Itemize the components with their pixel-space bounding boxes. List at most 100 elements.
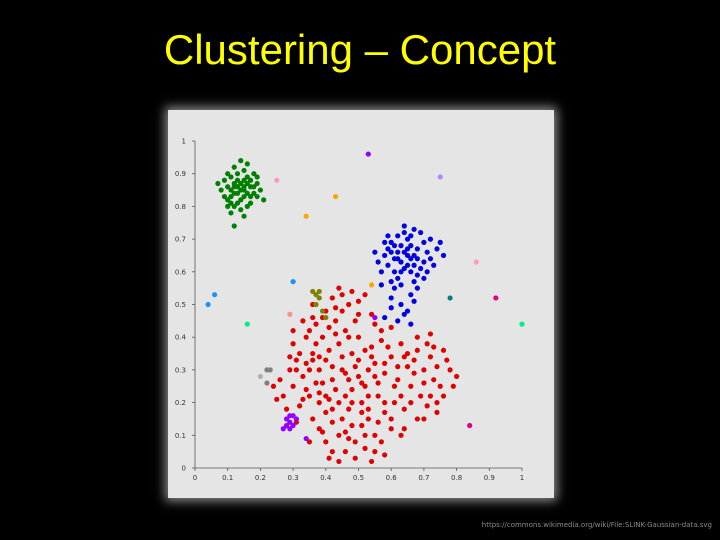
scatter-point [421, 367, 427, 373]
scatter-point [277, 377, 283, 383]
scatter-point [408, 256, 414, 262]
scatter-point [329, 406, 335, 412]
scatter-point [450, 383, 456, 389]
scatter-point [283, 422, 290, 429]
scatter-point [414, 256, 420, 262]
x-tick-label: 0.6 [386, 474, 398, 482]
scatter-point [434, 400, 440, 406]
scatter-point [473, 259, 479, 265]
y-tick-label: 0.7 [175, 236, 186, 244]
scatter-point [257, 187, 263, 193]
scatter-point [388, 239, 394, 245]
scatter-point [395, 233, 401, 239]
y-tick-label: 0.6 [175, 268, 187, 276]
scatter-point [225, 171, 231, 177]
scatter-point [326, 396, 332, 402]
scatter-point [349, 288, 355, 295]
scatter-point [287, 311, 293, 317]
y-tick-label: 0.1 [175, 432, 186, 440]
scatter-point [247, 177, 254, 183]
scatter-point [346, 334, 352, 340]
scatter-point [283, 416, 290, 422]
scatter-point [427, 236, 434, 242]
scatter-point [336, 458, 342, 465]
scatter-point [421, 259, 427, 265]
scatter-point [316, 288, 322, 295]
y-tick-label: 0.9 [175, 170, 186, 178]
scatter-point [401, 311, 407, 317]
scatter-point [372, 360, 378, 366]
scatter-point [342, 393, 349, 399]
scatter-point [319, 308, 326, 314]
scatter-point [368, 282, 375, 288]
scatter-point [297, 350, 303, 357]
scatter-point [293, 357, 299, 363]
scatter-point [398, 393, 404, 399]
scatter-point [365, 393, 371, 399]
scatter-point [346, 406, 352, 412]
scatter-point [362, 347, 368, 353]
scatter-point [274, 177, 280, 183]
scatter-point [221, 193, 228, 200]
scatter-point [274, 396, 280, 402]
scatter-point [247, 200, 254, 206]
scatter-point [378, 328, 384, 334]
scatter-point [303, 386, 309, 393]
scatter-point [382, 314, 388, 321]
scatter-point [238, 207, 244, 213]
scatter-point [241, 184, 247, 190]
scatter-point [231, 223, 237, 229]
scatter-point [408, 400, 414, 406]
scatter-point [323, 409, 329, 416]
scatter-point [408, 292, 414, 298]
scatter-point [336, 285, 342, 291]
scatter-point [401, 229, 407, 236]
scatter-point [349, 400, 355, 406]
scatter-point [395, 364, 401, 370]
scatter-point [382, 400, 388, 406]
scatter-point [411, 370, 417, 376]
scatter-point [300, 373, 306, 380]
scatter-point [362, 292, 368, 298]
scatter-point [287, 426, 293, 432]
scatter-point [385, 233, 391, 239]
scatter-point [447, 367, 453, 373]
scatter-point [228, 210, 234, 216]
scatter-point [319, 429, 326, 435]
scatter-point [404, 364, 411, 370]
scatter-point [411, 357, 417, 363]
scatter-point [362, 432, 368, 438]
scatter-point [431, 344, 437, 350]
scatter-plot: 0 0.1 0.2 0.3 0.4 0.5 0.6 0.7 0.8 0.9 1 0 0.1 0.2 0.3 0… [168, 110, 554, 498]
scatter-point [329, 419, 335, 425]
scatter-point [251, 190, 257, 196]
scatter-point [382, 239, 388, 245]
scatter-point [300, 396, 306, 402]
scatter-point [333, 318, 339, 324]
scatter-point [375, 259, 381, 265]
scatter-point [427, 331, 434, 337]
scatter-point [270, 383, 277, 389]
scatter-point [401, 406, 407, 412]
scatter-point [316, 367, 322, 373]
scatter-point [205, 301, 211, 308]
scatter-point [414, 347, 420, 353]
scatter-point [329, 377, 335, 383]
scatter-point [424, 249, 430, 255]
scatter-point [372, 449, 378, 455]
scatter-point [287, 367, 293, 373]
scatter-point [391, 285, 398, 291]
scatter-point [352, 455, 358, 461]
scatter-point [395, 249, 401, 255]
scatter-point [323, 393, 329, 399]
scatter-point [372, 321, 378, 327]
slide-title: Clustering – Concept [163, 26, 557, 73]
scatter-point [329, 364, 335, 370]
scatter-point [427, 256, 434, 262]
scatter-point [372, 314, 378, 321]
scatter-point [440, 252, 447, 259]
scatter-point [287, 413, 293, 419]
scatter-point [290, 422, 296, 429]
scatter-point [421, 416, 427, 422]
scatter-point [290, 279, 296, 285]
